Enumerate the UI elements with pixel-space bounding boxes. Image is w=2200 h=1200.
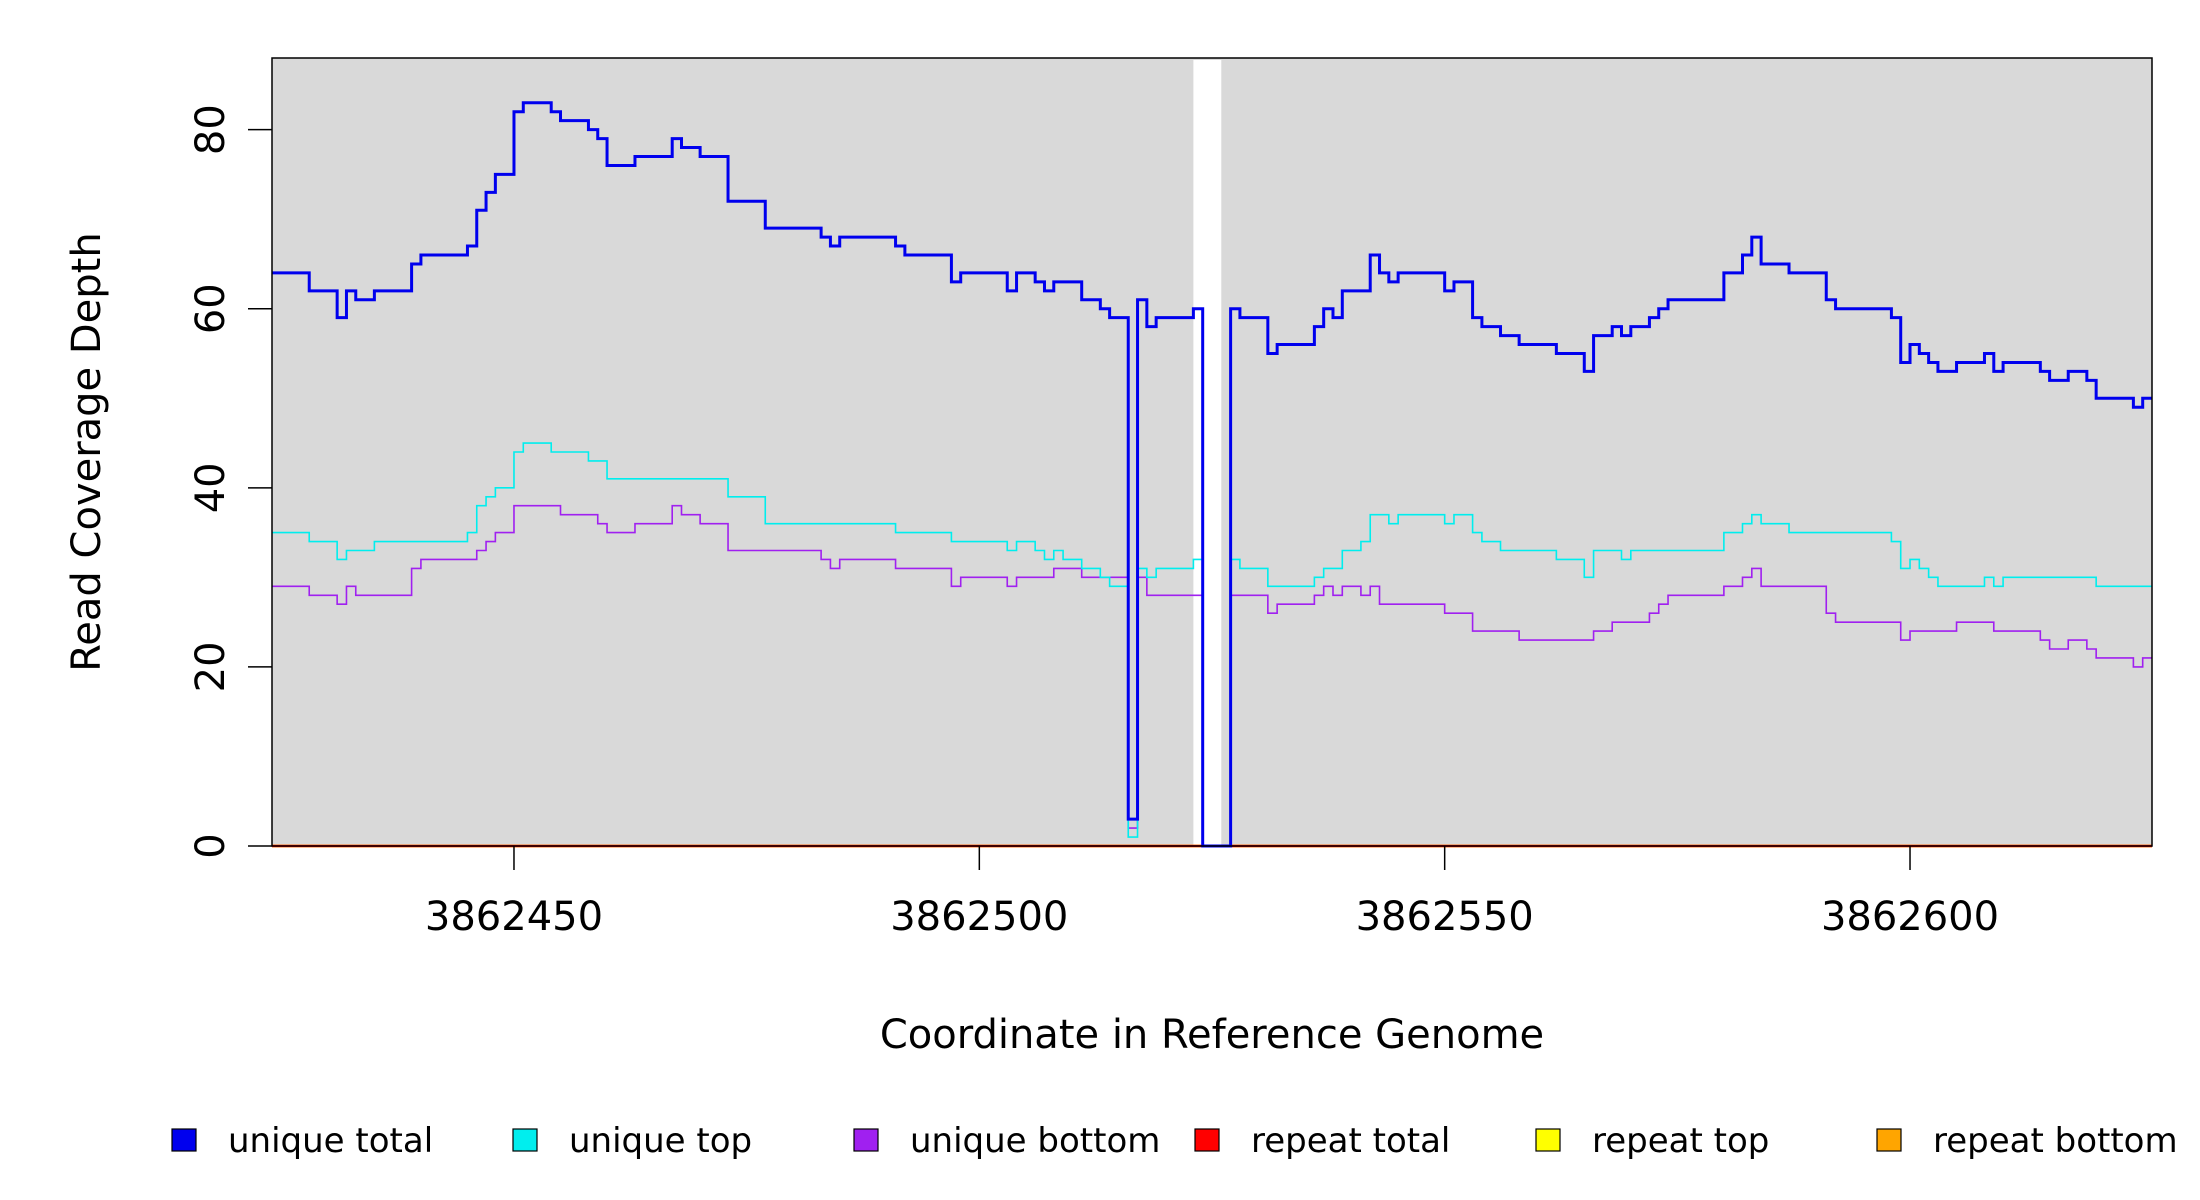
x-axis-label: Coordinate in Reference Genome <box>880 1012 1544 1058</box>
x-tick-label: 3862500 <box>890 894 1068 940</box>
y-tick-label: 60 <box>188 283 234 334</box>
gap-region <box>1193 60 1222 846</box>
legend-swatch <box>1535 1128 1561 1152</box>
legend-swatch <box>1876 1128 1902 1152</box>
series-line-unique-total <box>272 101 2152 848</box>
legend-swatch <box>512 1128 538 1152</box>
y-axis-label: Read Coverage Depth <box>64 232 110 671</box>
legend-label: unique top <box>569 1121 752 1161</box>
legend-label: repeat bottom <box>1933 1121 2178 1161</box>
x-axis: 3862450 3862500 3862550 3862600 <box>425 846 1999 940</box>
legend-item-repeat-bottom: repeat bottom <box>1876 1121 2178 1161</box>
y-tick-label: 20 <box>188 641 234 692</box>
x-tick-label: 3862600 <box>1821 894 1999 940</box>
legend-swatch <box>1194 1128 1220 1152</box>
legend-swatch <box>853 1128 879 1152</box>
legend-item-repeat-top: repeat top <box>1535 1121 1769 1161</box>
legend-label: repeat total <box>1251 1121 1450 1161</box>
legend-label: repeat top <box>1592 1121 1769 1161</box>
series-line-unique-bottom <box>272 504 2152 847</box>
legend-label: unique total <box>228 1121 433 1161</box>
legend-item-unique-total: unique total <box>171 1121 433 1161</box>
y-axis: 0 20 40 60 80 <box>188 104 272 859</box>
gap-bar <box>1193 60 1222 846</box>
legend-swatch <box>171 1128 197 1152</box>
plot-frame <box>271 57 2153 847</box>
legend-label: unique bottom <box>910 1121 1160 1161</box>
legend-item-repeat-total: repeat total <box>1194 1121 1450 1161</box>
y-tick-label: 80 <box>188 104 234 155</box>
legend: unique total unique top unique bottom repea… <box>171 1121 2178 1161</box>
legend-item-unique-top: unique top <box>512 1121 752 1161</box>
y-tick-label: 0 <box>188 833 234 858</box>
series-line-unique-top <box>272 442 2152 847</box>
x-tick-label: 3862550 <box>1356 894 1534 940</box>
x-tick-label: 3862450 <box>425 894 603 940</box>
y-tick-label: 40 <box>188 462 234 513</box>
legend-item-unique-bottom: unique bottom <box>853 1121 1160 1161</box>
